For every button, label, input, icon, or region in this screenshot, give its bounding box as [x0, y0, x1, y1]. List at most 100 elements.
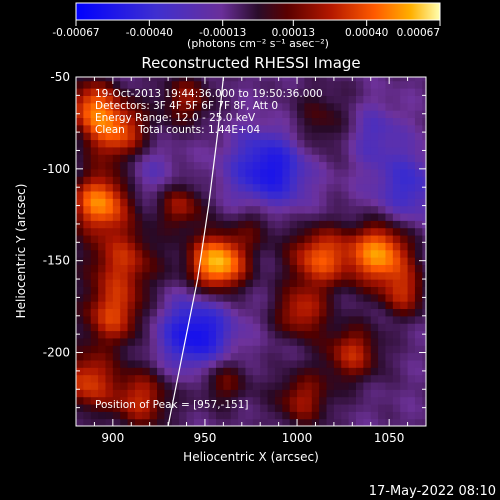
heatmap-cell	[142, 176, 151, 185]
heatmap-cell	[186, 411, 195, 420]
heatmap-cell	[157, 411, 166, 420]
heatmap-cell	[120, 264, 129, 273]
heatmap-cell	[179, 374, 188, 383]
heatmap-cell	[112, 249, 121, 258]
heatmap-cell	[326, 396, 335, 405]
heatmap-cell	[193, 330, 202, 339]
heatmap-cell	[134, 337, 143, 346]
heatmap-cell	[341, 279, 350, 287]
heatmap-cell	[326, 212, 335, 221]
heatmap-cell	[407, 168, 416, 177]
heatmap-cell	[378, 132, 387, 141]
heatmap-cell	[164, 367, 173, 376]
heatmap-cell	[326, 161, 335, 170]
heatmap-cell	[98, 293, 107, 302]
heatmap-cell	[289, 124, 298, 133]
heatmap-cell	[127, 249, 136, 258]
heatmap-cell	[98, 220, 107, 229]
heatmap-cell	[179, 95, 188, 104]
heatmap-cell	[378, 264, 387, 273]
heatmap-cell	[378, 212, 387, 221]
heatmap-cell	[260, 257, 269, 265]
heatmap-cell	[127, 293, 136, 302]
heatmap-cell	[319, 124, 328, 133]
heatmap-cell	[326, 88, 335, 96]
heatmap-cell	[260, 234, 269, 243]
heatmap-cell	[267, 381, 276, 390]
heatmap-cell	[171, 242, 180, 251]
heatmap-cell	[98, 271, 107, 280]
heatmap-cell	[289, 190, 298, 199]
heatmap-cell	[171, 359, 180, 368]
heatmap-cell	[356, 301, 364, 310]
heatmap-cell	[134, 110, 143, 119]
heatmap-cell	[304, 308, 313, 317]
heatmap-cell	[245, 301, 254, 310]
heatmap-cell	[193, 286, 202, 295]
y-axis-label: Heliocentric Y (arcsec)	[14, 184, 28, 319]
heatmap-cell	[216, 77, 224, 82]
heatmap-cell	[363, 418, 372, 426]
heatmap-cell	[208, 124, 217, 133]
heatmap-cell	[193, 117, 202, 126]
heatmap-cell	[289, 80, 298, 89]
heatmap-cell	[289, 271, 298, 280]
heatmap-cell	[201, 154, 210, 163]
heatmap-cell	[98, 139, 107, 148]
heatmap-cell	[208, 389, 217, 398]
heatmap-cell	[216, 161, 224, 170]
heatmap-cell	[193, 293, 202, 302]
heatmap-cell	[319, 389, 328, 398]
heatmap-cell	[179, 146, 188, 155]
heatmap-cell	[260, 139, 269, 148]
heatmap-cell	[297, 227, 306, 236]
heatmap-cell	[193, 161, 202, 170]
heatmap-cell	[319, 352, 328, 361]
heatmap-cell	[400, 168, 409, 177]
heatmap-cell	[414, 205, 423, 214]
heatmap-cell	[274, 95, 283, 104]
heatmap-cell	[238, 168, 247, 177]
heatmap-cell	[392, 176, 401, 185]
heatmap-cell	[289, 161, 298, 170]
heatmap-cell	[193, 352, 202, 361]
heatmap-cell	[142, 264, 151, 273]
heatmap-cell	[363, 293, 372, 302]
heatmap-cell	[304, 345, 313, 354]
heatmap-cell	[134, 183, 143, 192]
heatmap-cell	[83, 396, 92, 405]
heatmap-cell	[164, 190, 173, 199]
heatmap-cell	[245, 176, 254, 185]
heatmap-cell	[76, 95, 84, 104]
heatmap-cell	[311, 183, 320, 192]
heatmap-cell	[304, 359, 313, 368]
heatmap-cell	[83, 190, 92, 199]
heatmap-cell	[186, 77, 195, 82]
heatmap-cell	[201, 132, 210, 141]
heatmap-cell	[341, 308, 350, 317]
heatmap-cell	[76, 190, 84, 199]
heatmap-cell	[134, 293, 143, 302]
heatmap-cell	[223, 315, 232, 324]
heatmap-cell	[260, 301, 269, 310]
heatmap-cell	[201, 315, 210, 324]
heatmap-cell	[326, 139, 335, 148]
heatmap-cell	[407, 77, 416, 82]
heatmap-cell	[98, 279, 107, 287]
heatmap-cell	[208, 234, 217, 243]
heatmap-cell	[76, 102, 84, 111]
heatmap-cell	[356, 308, 364, 317]
heatmap-cell	[370, 168, 379, 177]
heatmap-cell	[252, 301, 261, 310]
heatmap-cell	[267, 264, 276, 273]
heatmap-cell	[171, 337, 180, 346]
heatmap-cell	[142, 183, 151, 192]
heatmap-cell	[142, 381, 151, 390]
heatmap-cell	[201, 95, 210, 104]
heatmap-cell	[356, 77, 364, 82]
heatmap-cell	[370, 205, 379, 214]
heatmap-cell	[348, 146, 357, 155]
heatmap-cell	[171, 168, 180, 177]
heatmap-cell	[216, 117, 224, 126]
heatmap-cell	[422, 124, 426, 133]
